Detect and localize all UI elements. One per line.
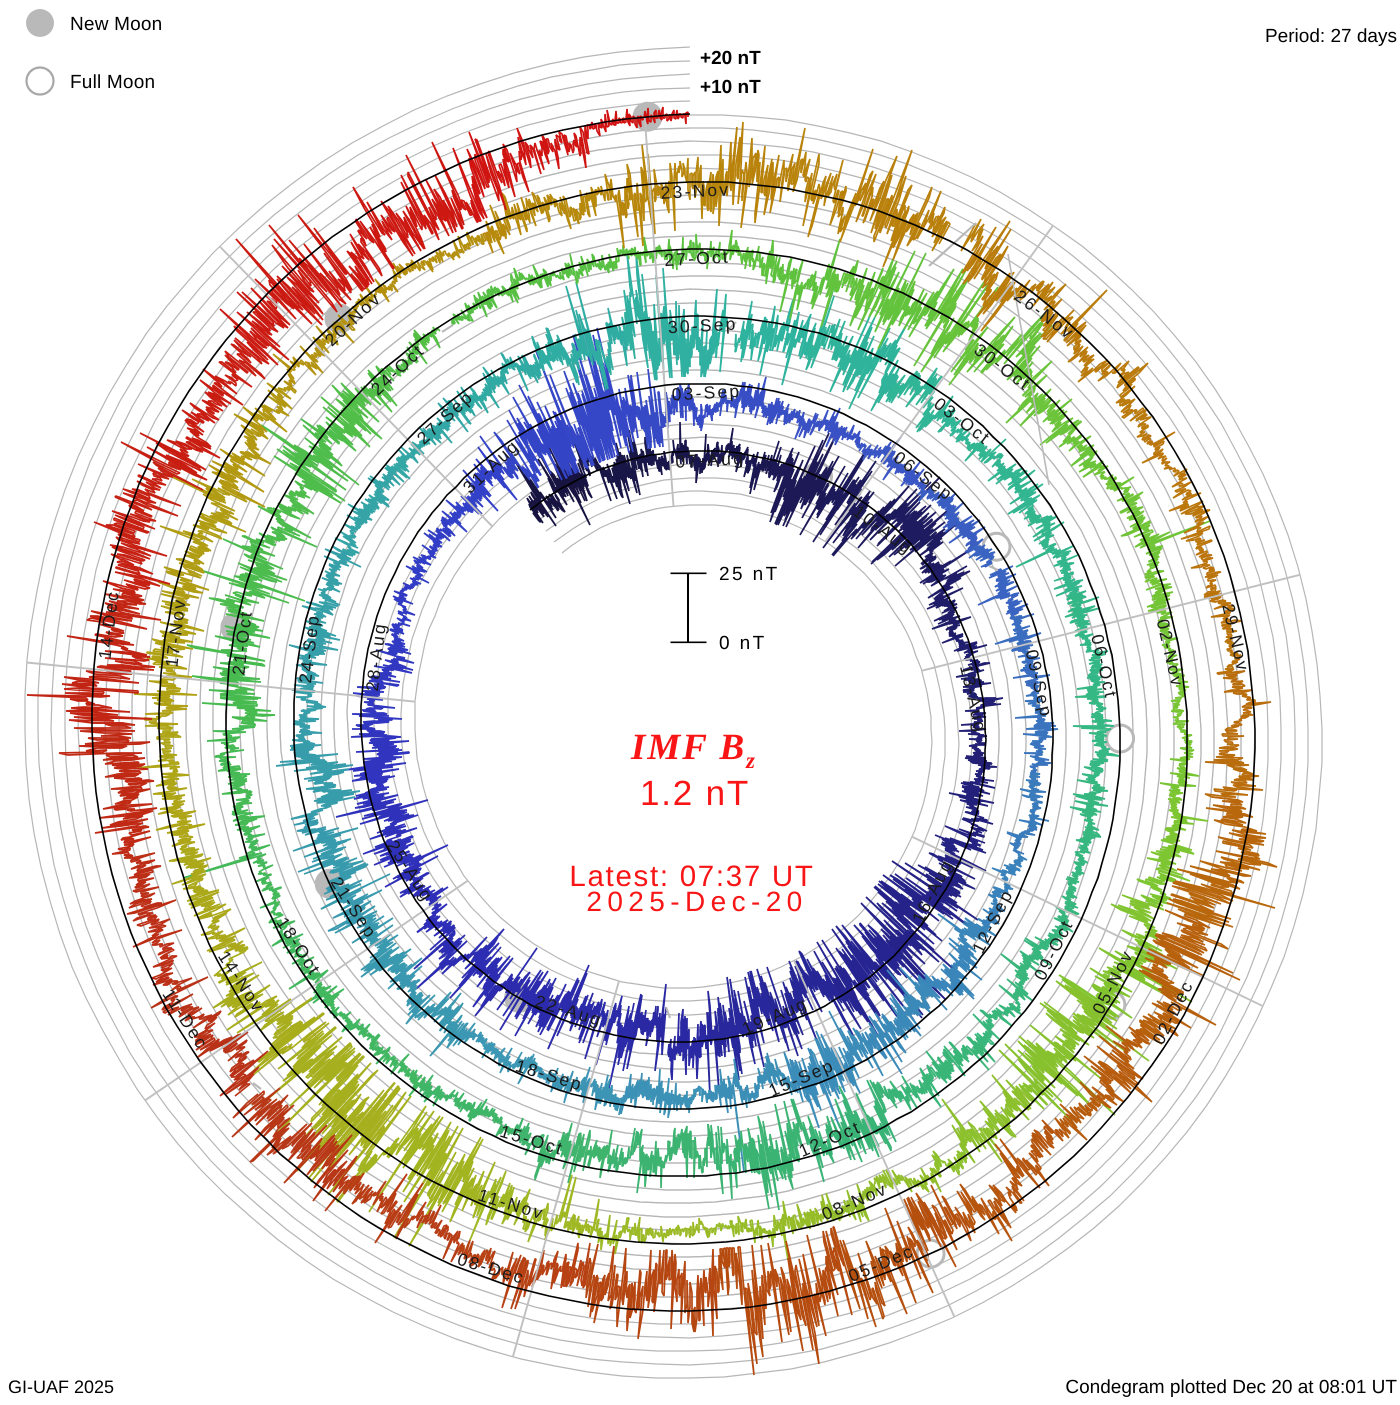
svg-text:+20 nT: +20 nT bbox=[700, 48, 761, 69]
svg-text:Condegram plotted Dec 20 at 08: Condegram plotted Dec 20 at 08:01 UT bbox=[1065, 1377, 1397, 1398]
svg-text:IMF B: IMF B bbox=[630, 727, 746, 768]
svg-text:+10 nT: +10 nT bbox=[700, 77, 761, 98]
svg-text:Period: 27 days: Period: 27 days bbox=[1265, 26, 1397, 47]
svg-text:27-Oct: 27-Oct bbox=[664, 247, 731, 271]
svg-text:25 nT: 25 nT bbox=[719, 564, 780, 585]
svg-text:Latest: 07:37 UT: Latest: 07:37 UT bbox=[569, 860, 814, 893]
svg-text:0 nT: 0 nT bbox=[719, 633, 767, 654]
svg-text:2025-Dec-20: 2025-Dec-20 bbox=[586, 886, 807, 917]
svg-text:GI-UAF 2025: GI-UAF 2025 bbox=[8, 1377, 114, 1397]
svg-text:03-Sep: 03-Sep bbox=[671, 381, 742, 405]
svg-text:z: z bbox=[745, 748, 755, 773]
svg-text:23-Nov: 23-Nov bbox=[660, 179, 731, 203]
svg-text:New Moon: New Moon bbox=[70, 14, 162, 35]
svg-text:07-Aug: 07-Aug bbox=[675, 448, 746, 472]
svg-text:Full Moon: Full Moon bbox=[70, 72, 155, 93]
svg-text:30-Sep: 30-Sep bbox=[667, 314, 738, 338]
svg-text:1.2 nT: 1.2 nT bbox=[640, 774, 750, 813]
